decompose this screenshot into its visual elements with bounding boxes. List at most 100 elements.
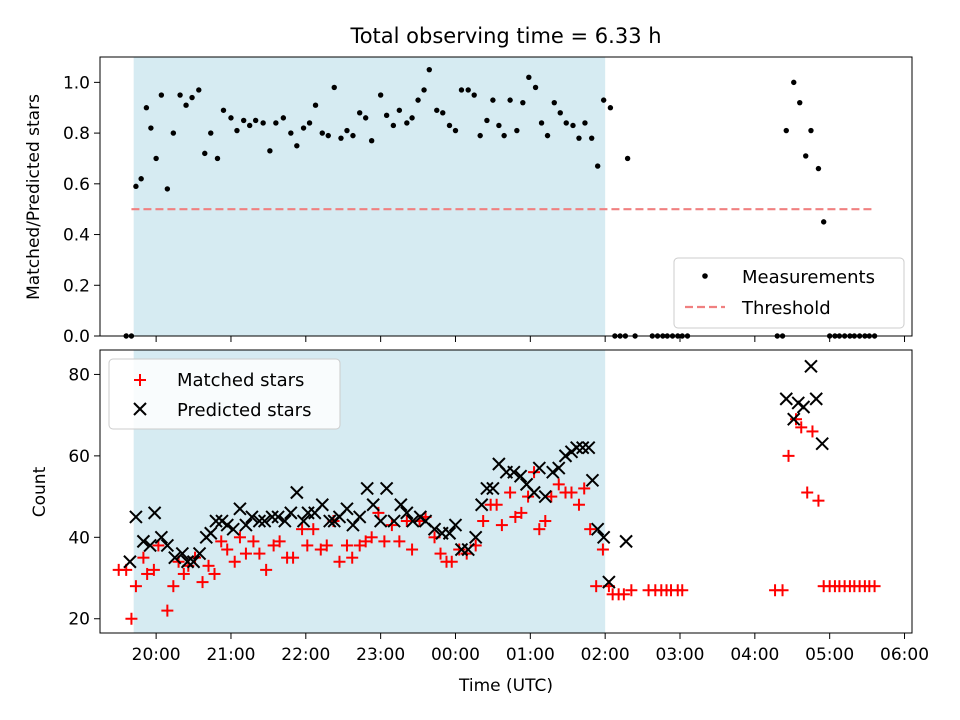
measurements-point bbox=[440, 110, 446, 116]
matched-stars-point bbox=[125, 612, 138, 625]
legend-matched-marker bbox=[134, 374, 146, 386]
predicted-stars-point bbox=[129, 510, 143, 524]
predicted-stars-point bbox=[558, 449, 573, 463]
x-tick-label: 01:00 bbox=[506, 645, 555, 665]
measurements-point bbox=[496, 122, 502, 129]
measurements-point bbox=[228, 115, 234, 121]
measurements-point bbox=[133, 183, 139, 190]
matched-stars-point bbox=[393, 535, 406, 548]
predicted-stars-point bbox=[168, 550, 182, 565]
matched-stars-point bbox=[273, 535, 286, 548]
measurements-point bbox=[202, 150, 208, 157]
ratio-observing-window bbox=[133, 57, 606, 336]
matched-stars-point bbox=[202, 559, 215, 572]
measurements-point bbox=[797, 99, 803, 106]
matched-stars-point bbox=[301, 539, 314, 552]
count-x-axis: 20:00 21:00 22:00 23:00 00:00 01:00 02:00 03:00… bbox=[132, 633, 929, 665]
matched-stars-point bbox=[617, 588, 630, 601]
count-y-tick-label: 40 bbox=[68, 528, 90, 548]
x-tick-label: 21:00 bbox=[206, 645, 255, 665]
count-legend-box bbox=[108, 358, 341, 430]
predicted-stars-point bbox=[284, 506, 298, 520]
count-y-axis: 20 40 60 80 bbox=[68, 365, 100, 630]
matched-stars-point bbox=[228, 555, 241, 568]
predicted-stars-point bbox=[220, 518, 234, 532]
measurements-point bbox=[526, 74, 532, 80]
ratio-legend-box bbox=[673, 257, 905, 329]
measurements-point bbox=[557, 110, 563, 116]
matched-stars-point bbox=[490, 498, 503, 511]
matched-stars-point bbox=[129, 580, 142, 593]
predicted-stars-point bbox=[581, 441, 596, 455]
measurements-point bbox=[312, 102, 319, 108]
ratio-y-tick-label: 0.0 bbox=[63, 327, 90, 347]
measurements-point bbox=[331, 84, 337, 91]
x-tick-label: 06:00 bbox=[880, 645, 929, 665]
predicted-stars-point bbox=[180, 555, 195, 569]
predicted-stars-point bbox=[136, 534, 151, 549]
measurements-point bbox=[344, 127, 350, 134]
matched-stars-point bbox=[208, 567, 221, 580]
ratio-y-tick-label: 0.2 bbox=[63, 276, 90, 296]
predicted-stars-point bbox=[804, 359, 818, 373]
legend-measurements-marker bbox=[702, 273, 708, 279]
measurements-point bbox=[143, 105, 150, 111]
predicted-stars-point bbox=[507, 465, 521, 479]
measurements-point bbox=[624, 155, 631, 162]
count-y-tick-label: 80 bbox=[68, 365, 90, 385]
measurements-point bbox=[452, 127, 459, 134]
measurements-point bbox=[246, 122, 253, 129]
measurements-point bbox=[532, 84, 539, 91]
predicted-stars-point bbox=[442, 526, 457, 540]
matched-stars-point bbox=[161, 604, 174, 617]
measurements-point bbox=[490, 97, 496, 103]
measurements-point bbox=[507, 97, 513, 103]
matched-stars-point bbox=[247, 535, 260, 548]
ratio-y-tick-label: 0.4 bbox=[63, 226, 90, 246]
predicted-stars-point bbox=[787, 412, 801, 426]
measurements-point bbox=[220, 107, 227, 113]
legend-measurements-label: Measurements bbox=[742, 267, 875, 288]
predicted-stars-point bbox=[123, 555, 137, 569]
matched-stars-point bbox=[177, 567, 190, 580]
predicted-stars-point bbox=[239, 518, 253, 532]
measurements-point bbox=[446, 122, 453, 129]
matched-stars-point bbox=[434, 547, 447, 560]
measurements-point bbox=[280, 115, 287, 121]
matched-stars-point bbox=[445, 555, 458, 568]
measurements-point bbox=[501, 132, 507, 139]
predicted-stars-point bbox=[596, 530, 611, 545]
measurements-point bbox=[404, 120, 410, 126]
matched-stars-point bbox=[801, 486, 814, 499]
matched-stars-point bbox=[400, 515, 413, 528]
matched-stars-point bbox=[790, 413, 802, 426]
predicted-stars-point bbox=[387, 514, 401, 528]
measurements-point bbox=[377, 92, 384, 98]
matched-stars-point bbox=[868, 580, 881, 593]
predicted-stars-point bbox=[468, 530, 483, 545]
measurements-point bbox=[383, 112, 390, 119]
measurements-point bbox=[477, 132, 483, 139]
predicted-stars-point bbox=[296, 514, 311, 528]
measurements-point bbox=[544, 132, 551, 139]
matched-stars-point bbox=[565, 486, 578, 499]
matched-stars-point bbox=[676, 584, 689, 597]
measurements-point bbox=[177, 92, 183, 98]
measurements-point bbox=[415, 97, 421, 103]
measurements-point bbox=[273, 120, 279, 126]
x-tick-label: 03:00 bbox=[656, 645, 705, 665]
predicted-stars-point bbox=[570, 441, 584, 455]
measurements-point bbox=[588, 135, 595, 141]
matched-stars-point bbox=[406, 543, 419, 556]
measurements-point bbox=[465, 87, 471, 93]
matched-stars-point bbox=[196, 576, 209, 589]
predicted-stars-point bbox=[160, 538, 175, 553]
predicted-stars-point bbox=[366, 498, 380, 512]
measurements-point bbox=[196, 87, 202, 93]
measurements-point bbox=[563, 120, 569, 126]
matched-stars-point bbox=[522, 490, 535, 503]
ratio-y-axis-label: Matched/Predicted stars bbox=[24, 94, 44, 300]
x-tick-label: 00:00 bbox=[431, 645, 480, 665]
x-tick-label: 23:00 bbox=[356, 645, 405, 665]
measurements-point bbox=[600, 97, 607, 103]
